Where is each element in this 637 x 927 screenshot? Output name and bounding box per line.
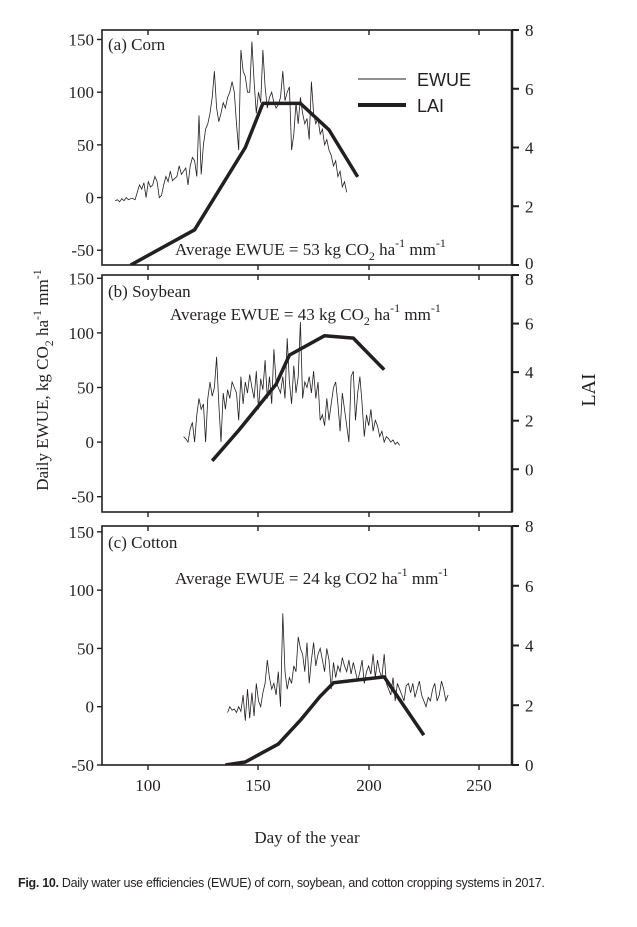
y-tick-label: 50 [77,136,94,155]
y-tick-label: -50 [71,241,94,260]
plot-area [115,41,360,265]
average-ewue-annotation: Average EWUE = 24 kg CO2 ha-1 mm-1 [175,565,448,588]
figure: 150 100 50 0 -50 8 6 4 2 0 (a) Corn Average EWUE = … [30,21,600,847]
figure-caption: Fig. 10. Daily water use efficiencies (E… [18,875,618,892]
y-tick-label: 150 [69,269,95,288]
lai-line [225,675,426,765]
y-tick-label: -50 [71,488,94,507]
y-tick-label: 0 [86,189,95,208]
x-tick-label: 100 [135,776,161,795]
caption-label: Fig. 10. [18,876,59,890]
y2-tick-label: 0 [525,756,534,775]
y2-tick-label: 2 [525,696,534,715]
ewue-line [115,41,348,203]
panel-title: (c) Cotton [108,533,178,552]
y2-tick-label: 4 [525,363,534,382]
x-tick-label: 250 [466,776,492,795]
panel-a: 150 100 50 0 -50 8 6 4 2 0 (a) Corn Average EWUE = … [69,21,535,273]
x-tick-label: 150 [245,776,271,795]
y2-tick-label: 6 [525,577,534,596]
y2-tick-label: 6 [525,315,534,334]
y2-tick-label: 0 [525,460,534,479]
y2-tick-label: 0 [525,254,534,273]
lai-line [129,101,360,265]
x-axis-label: Day of the year [254,828,360,847]
y2-tick-label: 2 [525,197,534,216]
plot-area [183,321,400,462]
legend-lai-label: LAI [417,96,444,116]
plot-frame [101,29,513,266]
x-tick-label: 200 [356,776,382,795]
y2-axis-label: LAI [578,373,600,406]
y-tick-label: 100 [69,83,95,102]
y-tick-label: 150 [69,30,95,49]
panel-title: (a) Corn [108,35,166,54]
panel-c: 150 100 50 0 -50 8 6 4 2 0 (c) Cotton Average EWUE … [69,517,535,775]
y-tick-label: 0 [86,698,95,717]
y-tick-label: 50 [77,639,94,658]
legend: EWUE LAI [358,70,471,116]
y2-tick-label: 8 [525,21,534,40]
y2-tick-label: 6 [525,80,534,99]
y-tick-label: 50 [77,378,94,397]
y2-tick-label: 8 [525,270,534,289]
y-tick-label: -50 [71,756,94,775]
plot-area [225,613,449,765]
average-ewue-annotation: Average EWUE = 43 kg CO2 ha-1 mm-1 [170,301,441,328]
y-tick-label: 100 [69,581,95,600]
y-axis-label: Daily EWUE, kg CO2 ha-1 mm-1 [30,269,56,490]
ewue-line [227,613,449,721]
y2-tick-label: 4 [525,139,534,158]
ewue-line [183,321,400,446]
caption-text: Daily water use efficiencies (EWUE) of c… [61,876,545,890]
lai-line [210,333,386,462]
y2-tick-label: 4 [525,637,534,656]
y-tick-label: 0 [86,433,95,452]
legend-ewue-label: EWUE [417,70,471,90]
y-tick-label: 150 [69,523,95,542]
average-ewue-annotation: Average EWUE = 53 kg CO2 ha-1 mm-1 [175,236,446,263]
y-tick-label: 100 [69,324,95,343]
panel-title: (b) Soybean [108,282,191,301]
y2-tick-label: 2 [525,412,534,431]
y2-tick-label: 8 [525,517,534,536]
